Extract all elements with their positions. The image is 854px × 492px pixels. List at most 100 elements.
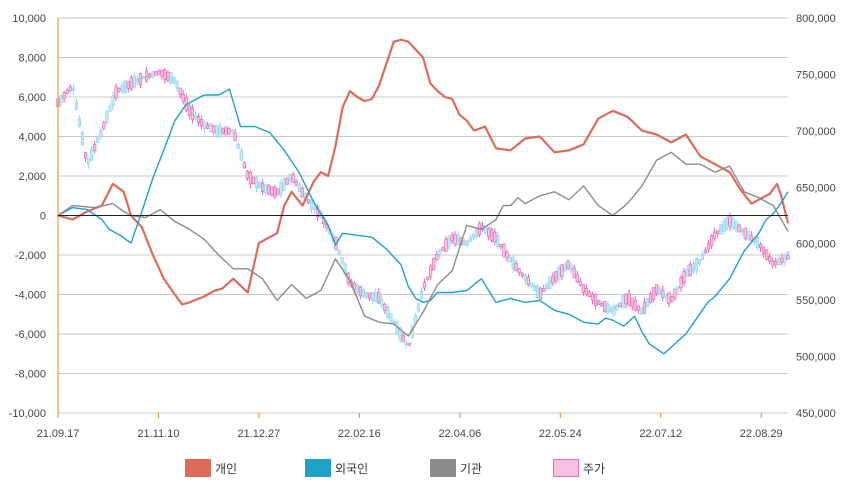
price-candle — [361, 289, 366, 298]
price-candle — [487, 227, 491, 238]
price-candle — [386, 307, 390, 319]
price-candle — [676, 286, 680, 290]
price-candle — [221, 128, 225, 134]
legend-swatch-price — [553, 459, 579, 477]
price-candle — [661, 289, 665, 298]
price-candle — [367, 292, 372, 299]
legend-item-foreign[interactable]: 외국인 — [305, 456, 368, 480]
price-candle — [535, 285, 540, 299]
price-candle — [383, 303, 387, 311]
price-candle — [83, 152, 88, 159]
price-candle — [429, 265, 433, 277]
price-candle — [636, 305, 640, 311]
left-tick-label: -10,000 — [9, 408, 46, 420]
price-candle — [154, 71, 158, 76]
price-candle — [618, 302, 622, 307]
price-candle — [490, 228, 494, 241]
series-lines — [57, 38, 790, 355]
price-candle — [193, 114, 198, 119]
right-tick-label: 600,000 — [796, 239, 836, 251]
price-candle — [123, 80, 127, 93]
price-candle — [514, 262, 518, 272]
price-candle — [74, 102, 78, 110]
price-candle — [581, 284, 585, 293]
price-candle — [215, 125, 219, 135]
price-candle — [658, 288, 662, 295]
price-candle — [206, 124, 210, 129]
foreign-line — [57, 88, 789, 355]
price-candle — [419, 290, 424, 300]
legend-item-individual[interactable]: 개인 — [185, 456, 237, 480]
x-tick-label: 21.12.27 — [237, 428, 280, 440]
price-candle — [111, 95, 115, 106]
price-candle — [257, 181, 262, 189]
price-candle — [120, 84, 124, 92]
price-candle — [624, 293, 628, 305]
price-candle — [126, 81, 130, 89]
right-tick-label: 450,000 — [796, 408, 836, 420]
price-candle — [447, 236, 451, 247]
price-candle — [148, 73, 152, 78]
price-candle — [358, 286, 362, 297]
price-candle — [245, 170, 249, 179]
price-candle — [734, 221, 738, 231]
price-candle — [615, 304, 619, 311]
left-tick-label: -8,000 — [15, 369, 46, 381]
price-candle — [746, 231, 750, 241]
price-candle — [670, 296, 674, 302]
x-tick-label: 22.04.06 — [438, 428, 481, 440]
price-candle — [337, 249, 341, 254]
price-candle — [755, 237, 760, 249]
legend-item-institution[interactable]: 기관 — [430, 456, 482, 480]
price-candle — [355, 284, 359, 293]
price-candle — [93, 143, 97, 151]
price-candle — [603, 301, 607, 312]
individual-line — [57, 38, 790, 306]
price-candle — [474, 228, 479, 237]
price-candle — [450, 235, 454, 242]
price-candle — [89, 148, 94, 161]
legend-label-institution: 기관 — [460, 461, 483, 476]
price-candle — [151, 71, 155, 78]
price-candle — [407, 342, 411, 346]
price-candle — [114, 86, 118, 99]
price-candle — [377, 292, 381, 304]
price-candle — [380, 298, 384, 306]
price-candle — [679, 276, 683, 289]
price-candle — [364, 292, 369, 298]
price-candle — [135, 78, 140, 83]
x-tick-label: 22.02.16 — [338, 428, 381, 440]
price-candle — [499, 244, 503, 248]
price-candle — [682, 271, 686, 284]
price-candle — [435, 254, 439, 260]
price-candle — [62, 92, 66, 100]
price-candle — [468, 237, 472, 242]
price-candle — [425, 276, 430, 280]
price-candle — [526, 277, 530, 286]
price-candle — [697, 258, 702, 265]
price-candle — [203, 122, 207, 129]
price-candle — [575, 274, 579, 283]
price-candle — [673, 288, 677, 298]
legend-item-price[interactable]: 주가 — [553, 456, 605, 480]
price-candle — [593, 293, 598, 307]
price-candle — [340, 257, 344, 264]
price-candle — [600, 303, 604, 307]
price-candle — [178, 87, 182, 95]
right-axis-ticks: 800,000 750,000 700,000 650,000 600,000 550,0… — [796, 13, 836, 420]
price-candle — [227, 128, 231, 134]
price-candle — [187, 105, 191, 116]
price-candle — [786, 255, 790, 260]
price-candle — [68, 86, 72, 91]
price-candle — [288, 174, 292, 181]
right-tick-label: 700,000 — [796, 126, 836, 138]
price-candle — [545, 284, 549, 289]
price-candle — [276, 188, 280, 196]
price-candle — [401, 335, 405, 343]
price-candle — [175, 81, 179, 89]
price-candle — [572, 267, 576, 279]
price-candle — [422, 282, 427, 289]
price-candle — [172, 76, 176, 83]
price-candle — [517, 268, 521, 273]
price-candle — [80, 132, 85, 146]
